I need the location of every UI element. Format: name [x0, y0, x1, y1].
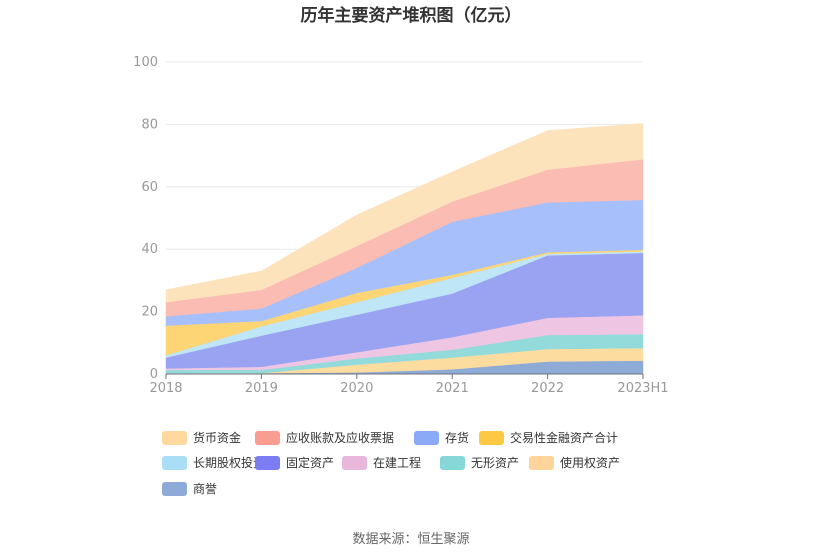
legend-swatch [255, 456, 280, 470]
legend-swatch [162, 482, 187, 496]
legend-label: 无形资产 [471, 456, 519, 470]
x-tick-label: 2019 [245, 381, 278, 396]
axes: 2018 2019 2020 2021 2022 2023H1 [149, 373, 669, 396]
legend-label: 长期股权投资 [193, 455, 265, 470]
legend-swatch [479, 431, 504, 445]
x-tick-label: 2018 [149, 381, 182, 396]
legend-label: 固定资产 [286, 455, 334, 470]
legend-swatch [440, 456, 465, 470]
y-tick-label: 80 [141, 117, 158, 132]
legend-item[interactable]: 商誉 [162, 481, 217, 496]
legend-label: 商誉 [193, 481, 217, 496]
legend-label: 交易性金融资产合计 [510, 430, 618, 445]
y-tick-label: 40 [141, 242, 158, 257]
x-tick-label: 2022 [531, 381, 564, 396]
legend-item[interactable]: 在建工程 [342, 455, 421, 470]
legend-item[interactable]: 应收账款及应收票据 [255, 430, 394, 445]
area-货币资金 [165, 123, 644, 303]
legend-item[interactable]: 长期股权投资 [162, 455, 265, 470]
legend-swatch [342, 456, 367, 470]
chart-title: 历年主要资产堆积图（亿元） [301, 5, 522, 26]
legend-label: 存货 [445, 430, 469, 445]
legend-item[interactable]: 交易性金融资产合计 [479, 430, 618, 445]
legend-item[interactable]: 无形资产 [440, 456, 519, 470]
y-tick-label: 60 [141, 180, 158, 195]
legend-label: 货币资金 [193, 430, 241, 445]
legend-item[interactable]: 固定资产 [255, 455, 334, 470]
legend-swatch [162, 456, 187, 470]
y-tick-label: 100 [133, 55, 158, 70]
legend-item[interactable]: 货币资金 [162, 430, 241, 445]
legend-swatch [414, 431, 439, 445]
legend-label: 应收账款及应收票据 [286, 430, 394, 445]
area-series [165, 123, 644, 375]
legend-swatch [255, 431, 280, 445]
legend-item[interactable]: 使用权资产 [529, 455, 620, 470]
y-tick-label: 20 [141, 305, 158, 320]
x-tick-label: 2020 [340, 381, 373, 396]
legend-label: 使用权资产 [560, 455, 620, 470]
source-note: 数据来源：恒生聚源 [352, 532, 469, 547]
legend-item[interactable]: 存货 [414, 430, 469, 445]
x-tick-label: 2023H1 [617, 381, 668, 396]
legend-label: 在建工程 [373, 455, 421, 470]
y-tick-label: 0 [150, 367, 158, 382]
x-tick-label: 2021 [436, 381, 469, 396]
legend-swatch [529, 456, 554, 470]
legend-swatch [162, 431, 187, 445]
